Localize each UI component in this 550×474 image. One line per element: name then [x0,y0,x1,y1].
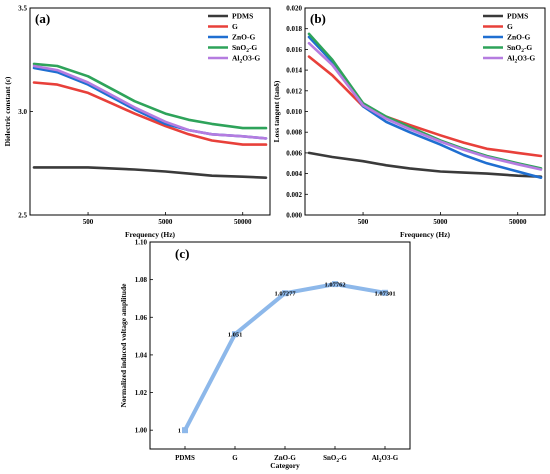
data-point [182,427,188,434]
data-point [382,289,388,296]
series-line-g [32,81,268,146]
series-line-pdms [307,151,543,178]
x-tick-label-zno-g: ZnO-G [274,454,296,462]
x-tick-label-pdms: PDMS [175,454,195,462]
y-tick-label: 0.000 [286,212,302,220]
y-tick-label: 1.08 [135,276,148,284]
y-tick-label: 0.004 [286,170,302,178]
panel-c: PDMS G ZnO-G SnO2-G Al2O3-G 1.00 1.02 1.04 1.06 1… [119,239,411,470]
y-tick-label: 1.00 [135,427,148,435]
panel-a: 500 5000 50000 2.5 3.0 3.5 Frequency (Hz) Diele… [3,5,271,239]
plot-frame [149,241,411,450]
data-label: 1.051 [228,332,243,339]
y-tick-label: 2.5 [18,212,27,220]
y-tick-label: 0.006 [286,149,302,157]
y-tick-label: 1.06 [135,314,148,322]
legend-entry-pdms: PDMS [232,12,253,21]
y-axis-label: Dielectric constant (ε) [3,76,12,146]
legend-entry-al2o3-g: Al2O3-G [232,54,260,65]
y-tick-label: 1.02 [135,389,148,397]
data-point [282,290,288,297]
x-tick-label: 5000 [433,218,448,226]
x-tick-label: 500 [358,218,369,226]
legend-entry-sno2-g: SnO2-G [232,43,257,54]
panel-label-c: (c) [175,246,189,261]
x-axis-label: Category [270,461,300,470]
x-tick-label-g: G [232,454,238,462]
y-tick-label: 0.002 [286,191,302,199]
data-point [232,331,238,338]
y-tick-label: 0.010 [286,108,302,116]
series-line-al2o3-g [307,41,543,171]
series-line-al2o3-g [32,64,268,140]
y-tick-label: 1.04 [135,351,148,359]
series-line-sno2-g [32,62,268,130]
legend-entry-zno-g: ZnO-G [507,33,531,42]
x-tick-label: 500 [83,218,94,226]
legend-entry-zno-g: ZnO-G [232,33,256,42]
x-tick-label: 50000 [234,218,252,226]
y-tick-label: 0.012 [286,87,302,95]
x-axis-label: Frequency (Hz) [400,230,451,239]
y-tick-label: 3.5 [18,5,27,13]
x-tick-label-sno2-g: SnO2-G [323,454,347,464]
data-label: 1 [178,428,181,435]
series-line-g [307,55,543,158]
panel-label-a: (a) [35,11,50,26]
data-label: 1.07301 [374,290,395,297]
panel-label-b: (b) [310,11,326,26]
legend-entry-g: G [232,22,238,31]
x-tick-label-al2o3-g: Al2O3-G [372,454,399,464]
legend-entry-sno2-g: SnO2-G [507,43,532,54]
legend-entry-pdms: PDMS [507,12,528,21]
series-line [183,282,386,432]
panel-b: 500 5000 50000 0.000 0.002 0.004 0.006 0.008 0.0… [272,5,546,239]
y-tick-label: 1.10 [135,239,148,247]
legend-entry-al2o3-g: Al2O3-G [507,54,535,65]
y-tick-label: 0.008 [286,129,302,137]
data-label: 1.07762 [324,282,345,289]
x-tick-label: 50000 [509,218,527,226]
y-tick-label: 0.020 [286,5,302,13]
y-tick-label: 0.018 [286,25,302,33]
y-tick-label: 0.016 [286,46,302,54]
data-label: 1.07277 [274,291,296,298]
data-point [332,281,338,288]
y-tick-label: 3.0 [18,108,27,116]
x-tick-label: 5000 [158,218,173,226]
y-tick-label: 0.014 [286,67,302,75]
x-axis-label: Frequency (Hz) [125,230,176,239]
y-axis-label: Loss tangent (tanδ) [272,80,281,142]
series-line-pdms [32,166,268,179]
legend-entry-g: G [507,22,513,31]
y-axis-label: Normalized induced voltage amplitude [119,283,128,408]
